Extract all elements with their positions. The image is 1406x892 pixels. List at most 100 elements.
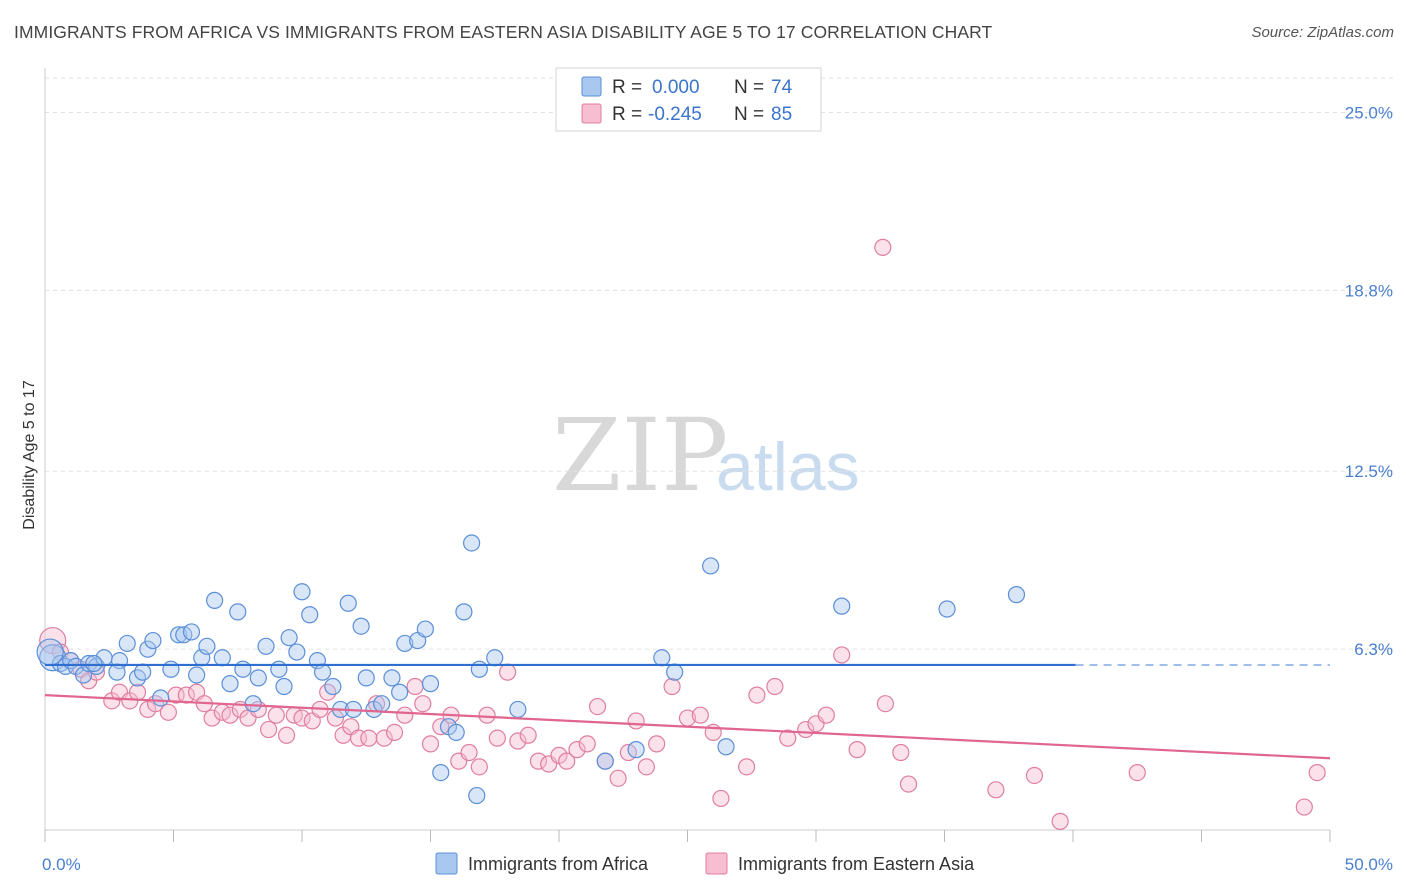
y-tick-label: 18.8% [1345, 281, 1393, 300]
africa-point [653, 649, 671, 667]
africa-point [357, 669, 375, 687]
asia-point [779, 729, 797, 747]
asia-point [738, 758, 756, 776]
africa-point [275, 677, 293, 696]
asia-point [876, 695, 894, 713]
africa-point [352, 617, 370, 635]
asia-point [519, 726, 537, 744]
africa-point [182, 623, 201, 641]
asia-point [766, 677, 784, 696]
asia-point [460, 743, 478, 762]
africa-point [229, 603, 247, 621]
africa-point [468, 786, 486, 805]
africa-point [244, 695, 262, 713]
asia-point [396, 706, 414, 724]
asia-point [478, 706, 496, 724]
asia-point [203, 709, 221, 727]
asia-point [128, 683, 147, 701]
africa-point [627, 741, 645, 759]
asia-point [421, 735, 440, 753]
legend-r-value-asia: -0.245 [648, 104, 702, 125]
africa-point [152, 689, 170, 707]
africa-point [144, 631, 162, 650]
africa-point [447, 723, 465, 742]
africa-point [1007, 586, 1026, 604]
y-tick-label: 6.3% [1354, 640, 1393, 659]
africa-point [432, 763, 450, 782]
africa-point [396, 634, 414, 653]
asia-point [293, 709, 311, 727]
asia-point [267, 706, 285, 724]
africa-point [257, 637, 275, 655]
legend-swatch-asia [581, 103, 602, 124]
africa-point [596, 752, 614, 770]
tick-labels: 6.3% 12.5% 18.8% 25.0% 0.0% 50.0% [42, 103, 1393, 874]
asia-point [558, 752, 576, 770]
asia-point [385, 723, 404, 742]
bottom-legend-swatch-asia [705, 852, 728, 875]
asia-point [159, 703, 177, 721]
africa-point [206, 591, 224, 609]
x-tick-label: 0.0% [42, 855, 81, 874]
asia-point [899, 775, 918, 793]
africa-point [213, 649, 231, 667]
asia-point [691, 706, 709, 724]
africa-point [221, 675, 239, 693]
asia-point [1128, 763, 1146, 782]
gridlines [45, 77, 1395, 650]
trend-lines [44, 663, 1331, 760]
asia-point [1308, 763, 1326, 782]
asia-point [817, 706, 835, 724]
watermark-atlas: atlas [716, 429, 860, 505]
africa-point [139, 640, 157, 658]
legend-n-value-africa: 74 [771, 77, 793, 98]
asia-point [1295, 798, 1313, 816]
legend: R = 0.000 N = 74 R = -0.245 N = 85 [555, 67, 822, 132]
africa-point [85, 654, 103, 673]
africa-point [134, 663, 152, 681]
x-tick-label: 50.0% [1345, 855, 1393, 874]
africa-point [234, 660, 252, 678]
asia-point [414, 695, 432, 713]
asia-point [488, 729, 506, 747]
africa-point [463, 534, 481, 552]
africa-point [313, 663, 332, 681]
asia-point [499, 663, 517, 681]
axes [44, 68, 1331, 842]
africa-point [288, 643, 306, 661]
bottom-legend-label-asia: Immigrants from Eastern Asia [738, 854, 975, 874]
asia-point [470, 758, 488, 776]
legend-r-label-asia: R = [612, 104, 642, 125]
africa-point [421, 675, 440, 693]
asia-series [39, 238, 1326, 830]
y-tick-label: 25.0% [1345, 103, 1393, 122]
africa-point [373, 695, 391, 713]
watermark-zip: ZIP [552, 397, 728, 514]
asia-point [588, 697, 607, 716]
asia-point [627, 712, 645, 730]
africa-point [188, 666, 206, 684]
asia-point [529, 752, 548, 770]
africa-point [339, 594, 357, 612]
africa-point [118, 634, 136, 653]
bottom-legend-label-africa: Immigrants from Africa [468, 854, 649, 874]
asia-point [609, 769, 627, 787]
africa-point [702, 557, 720, 575]
africa-point [666, 663, 684, 681]
bottom-legend: Immigrants from Africa Immigrants from E… [435, 852, 975, 875]
africa-point [717, 738, 735, 756]
asia-trend-line [44, 694, 1331, 760]
source-credit: Source: ZipAtlas.com [1251, 24, 1394, 41]
africa-point [108, 663, 126, 681]
asia-point [259, 720, 278, 739]
asia-point [406, 677, 424, 696]
asia-point [277, 726, 296, 744]
africa-point [833, 597, 851, 615]
y-axis-label: Disability Age 5 to 17 [21, 380, 38, 530]
watermark: ZIP atlas [552, 397, 860, 514]
africa-point [293, 583, 311, 601]
legend-n-label-africa: N = [734, 77, 764, 98]
asia-point [360, 729, 378, 747]
africa-point [383, 669, 401, 687]
